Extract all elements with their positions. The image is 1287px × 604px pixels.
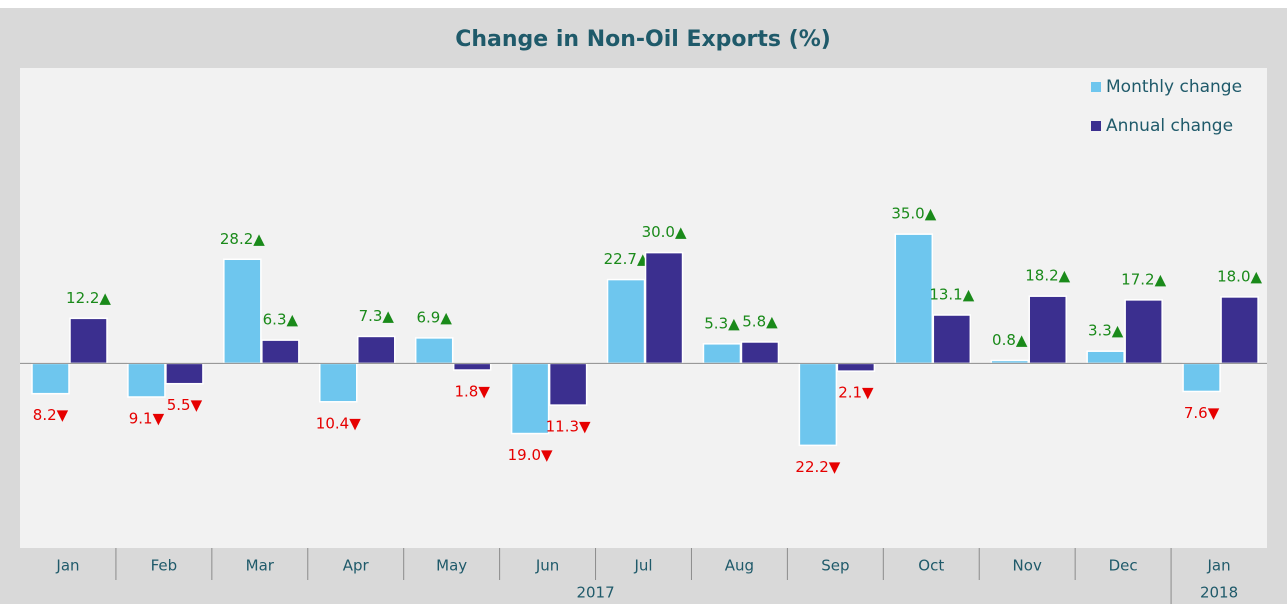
- bar: [1220, 296, 1259, 365]
- data-label: 11.3▼: [546, 418, 591, 436]
- bar: [69, 317, 108, 365]
- bar: [414, 337, 454, 365]
- data-label: 6.3▲: [263, 311, 299, 329]
- data-label: 5.8▲: [742, 312, 778, 330]
- data-label: 22.7▲: [604, 250, 649, 268]
- bar: [1182, 362, 1221, 393]
- x-tick-label: Nov: [1013, 557, 1042, 575]
- bar: [165, 362, 204, 385]
- x-tick-label: May: [436, 557, 467, 575]
- data-label: 7.6▼: [1184, 404, 1220, 422]
- bar: [798, 362, 838, 447]
- chart-title: Change in Non-Oil Exports (%): [455, 27, 831, 52]
- x-tick-label: Oct: [918, 557, 944, 575]
- x-tick-label: Feb: [151, 557, 178, 575]
- x-tick-label: Sep: [821, 557, 849, 575]
- data-label: 30.0▲: [642, 223, 687, 241]
- bar: [452, 362, 492, 371]
- legend-label: Annual change: [1106, 116, 1233, 136]
- data-label: 35.0▲: [891, 205, 936, 223]
- data-label: 13.1▲: [929, 286, 974, 304]
- legend-swatch: [1091, 121, 1101, 131]
- data-label: 2.1▼: [838, 384, 874, 402]
- data-label: 5.5▼: [167, 396, 203, 414]
- x-tick-label: Jan: [55, 557, 79, 575]
- x-tick-label: Aug: [725, 557, 754, 575]
- data-label: 28.2▲: [220, 230, 265, 248]
- legend-swatch: [1091, 82, 1101, 92]
- bar: [932, 314, 972, 365]
- bar: [1028, 295, 1067, 365]
- data-label: 12.2▲: [66, 289, 111, 307]
- bar: [127, 362, 166, 398]
- year-label: 2017: [576, 584, 614, 602]
- bar: [31, 362, 70, 395]
- bar: [510, 362, 550, 435]
- bar: [357, 335, 396, 365]
- data-label: 3.3▲: [1088, 322, 1124, 340]
- data-label: 22.2▼: [795, 458, 840, 476]
- data-label: 6.9▲: [416, 308, 452, 326]
- bar: [836, 362, 876, 372]
- data-label: 17.2▲: [1121, 270, 1166, 288]
- data-label: 0.8▲: [992, 331, 1028, 349]
- bar: [606, 278, 646, 365]
- x-tick-label: Jan: [1206, 557, 1230, 575]
- x-tick-label: Mar: [246, 557, 275, 575]
- legend-label: Monthly change: [1106, 77, 1242, 97]
- bar: [223, 258, 262, 365]
- bar: [1124, 299, 1163, 365]
- data-label: 5.3▲: [704, 314, 740, 332]
- x-tick-label: Dec: [1109, 557, 1138, 575]
- bar: [644, 251, 684, 365]
- bar: [740, 341, 780, 365]
- bar: [319, 362, 358, 403]
- data-label: 10.4▼: [316, 414, 361, 432]
- data-label: 1.8▼: [454, 383, 490, 401]
- data-label: 8.2▼: [33, 406, 69, 424]
- data-label: 19.0▼: [508, 446, 553, 464]
- x-tick-label: Jul: [633, 557, 652, 575]
- data-label: 9.1▼: [129, 409, 165, 427]
- year-label: 2018: [1200, 584, 1238, 602]
- x-tick-label: Jun: [535, 557, 559, 575]
- data-label: 7.3▲: [359, 307, 395, 325]
- data-label: 18.2▲: [1025, 267, 1070, 285]
- bar: [1086, 350, 1125, 365]
- bar: [702, 343, 742, 365]
- x-tick-label: Apr: [343, 557, 370, 575]
- bar: [261, 339, 300, 365]
- data-label: 18.0▲: [1217, 267, 1262, 285]
- bar: [548, 362, 588, 406]
- bar: [894, 233, 934, 365]
